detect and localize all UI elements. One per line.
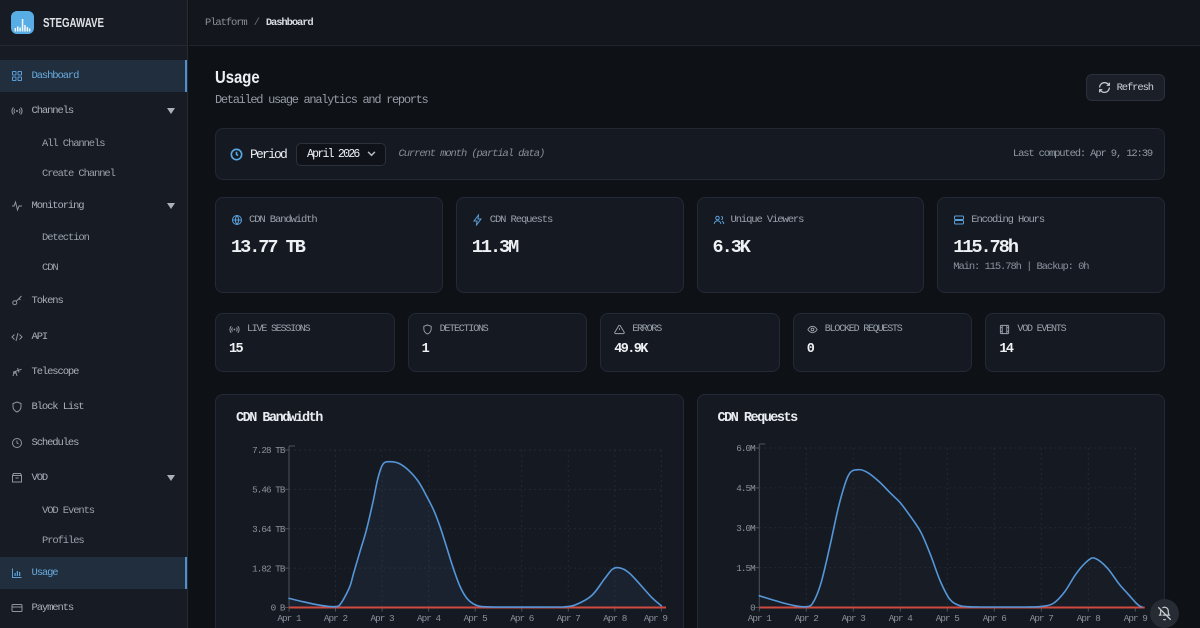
svg-text:Apr 7: Apr 7 — [557, 613, 581, 624]
svg-text:5.46 TB: 5.46 TB — [252, 485, 286, 496]
svg-text:3.0M: 3.0M — [736, 523, 755, 534]
svg-text:4.5M: 4.5M — [736, 483, 755, 494]
svg-text:Apr 3: Apr 3 — [371, 613, 395, 624]
svg-text:1.5M: 1.5M — [736, 563, 755, 574]
svg-text:Apr 3: Apr 3 — [841, 613, 865, 624]
svg-text:6.0M: 6.0M — [736, 443, 755, 454]
svg-text:Apr 2: Apr 2 — [324, 613, 348, 624]
svg-text:Apr 1: Apr 1 — [747, 613, 772, 624]
svg-text:7.28 TB: 7.28 TB — [252, 445, 286, 456]
svg-text:Apr 4: Apr 4 — [888, 613, 913, 624]
svg-text:Apr 5: Apr 5 — [935, 613, 959, 624]
svg-text:Apr 8: Apr 8 — [1076, 613, 1100, 624]
svg-text:Apr 1: Apr 1 — [277, 613, 302, 624]
svg-text:Apr 7: Apr 7 — [1029, 613, 1053, 624]
svg-text:0 B: 0 B — [271, 603, 286, 614]
svg-text:Apr 8: Apr 8 — [603, 613, 627, 624]
svg-text:Apr 5: Apr 5 — [464, 613, 488, 624]
svg-text:3.64 TB: 3.64 TB — [252, 524, 286, 535]
svg-text:Apr 6: Apr 6 — [982, 613, 1006, 624]
svg-text:Apr 9: Apr 9 — [1123, 613, 1147, 624]
svg-text:Apr 2: Apr 2 — [794, 613, 818, 624]
svg-text:0: 0 — [750, 603, 755, 614]
svg-text:Apr 4: Apr 4 — [417, 613, 442, 624]
svg-text:Apr 6: Apr 6 — [510, 613, 534, 624]
svg-text:1.82 TB: 1.82 TB — [252, 563, 286, 574]
svg-text:Apr 9: Apr 9 — [644, 613, 668, 624]
